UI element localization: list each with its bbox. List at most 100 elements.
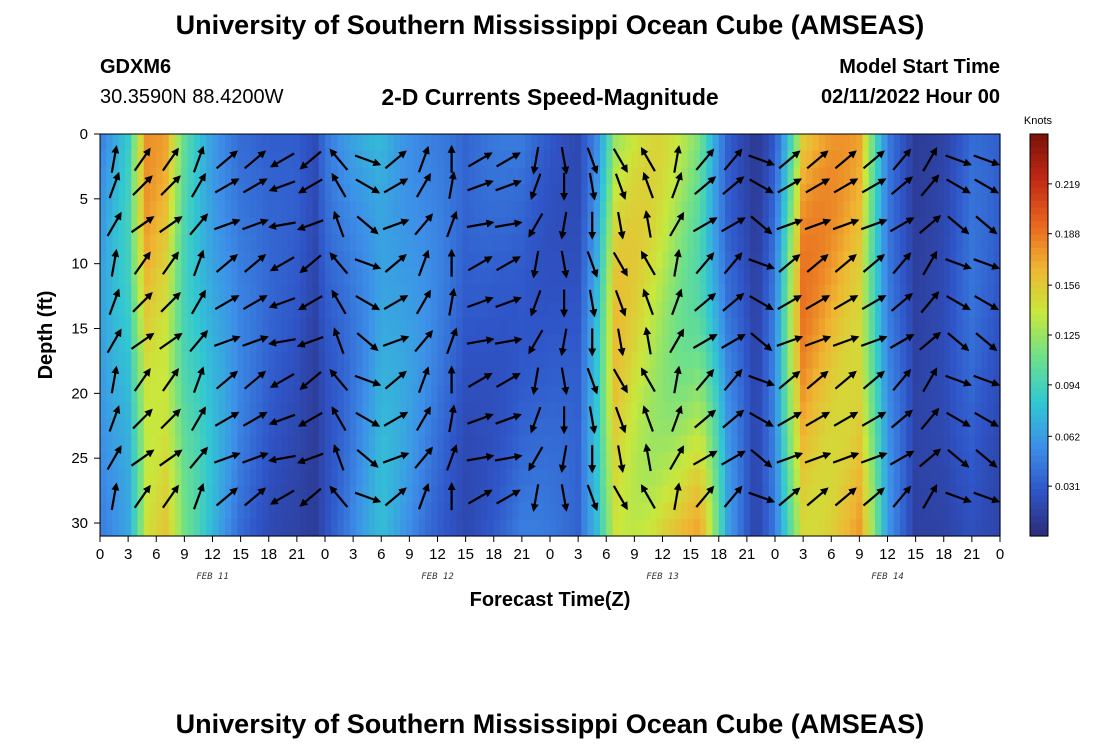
heatmap-cell — [906, 335, 914, 353]
heatmap-cell — [968, 234, 976, 252]
heatmap-cell — [593, 217, 601, 236]
heatmap-cell — [456, 217, 464, 236]
heatmap-cell — [512, 502, 520, 520]
heatmap-cell — [681, 167, 689, 185]
heatmap-cell — [656, 284, 664, 303]
heatmap-cell — [581, 469, 589, 487]
heatmap-cell — [381, 150, 389, 169]
heatmap-cell — [131, 502, 139, 520]
heatmap-cell — [625, 385, 632, 403]
heatmap-cell — [756, 184, 764, 202]
heatmap-cell — [481, 318, 489, 336]
heatmap-cell — [437, 418, 445, 437]
heatmap-cell — [375, 402, 382, 420]
heatmap-cell — [612, 201, 620, 219]
heatmap-cell — [200, 184, 207, 202]
current-vectors — [106, 144, 1001, 512]
heatmap-cell — [881, 301, 889, 319]
heatmap-cell — [743, 301, 751, 319]
heatmap-cell — [368, 167, 376, 185]
heatmap-cell — [975, 469, 982, 487]
heatmap-cell — [768, 418, 776, 437]
heatmap-cell — [975, 217, 982, 236]
heatmap-cell — [987, 418, 995, 437]
heatmap-cell — [287, 502, 295, 520]
heatmap-cell — [137, 301, 145, 319]
heatmap-cell — [518, 385, 526, 403]
heatmap-cell — [500, 335, 507, 353]
heatmap-cell — [843, 284, 851, 303]
heatmap-cell — [468, 301, 476, 319]
current-vector-arrow — [446, 210, 458, 238]
heatmap-cell — [375, 134, 382, 152]
heatmap-cell — [831, 301, 839, 319]
heatmap-cell — [518, 368, 526, 386]
heatmap-cell — [668, 502, 676, 520]
heatmap-cell — [775, 469, 782, 487]
heatmap-cell — [656, 452, 664, 470]
heatmap-cell — [318, 385, 326, 403]
colorbar-swatch — [1030, 134, 1048, 142]
heatmap-cell — [687, 469, 695, 487]
heatmap-cell — [537, 435, 545, 453]
heatmap-cell — [806, 418, 814, 437]
heatmap-cell — [550, 385, 557, 403]
heatmap-cell — [318, 452, 326, 470]
current-vector-arrow — [890, 176, 914, 196]
heatmap-cell — [900, 385, 907, 403]
heatmap-cell — [356, 418, 364, 437]
heatmap-cell — [818, 469, 826, 487]
heatmap-cell — [493, 502, 501, 520]
heatmap-cell — [868, 301, 876, 319]
heatmap-cell — [662, 368, 670, 386]
heatmap-cell — [737, 284, 745, 303]
heatmap-cell — [631, 201, 639, 219]
heatmap-cell — [868, 418, 876, 437]
heatmap-cell — [675, 335, 682, 353]
heatmap-cell — [781, 502, 789, 520]
heatmap-cell — [843, 519, 851, 537]
heatmap-cell — [293, 234, 301, 252]
heatmap-cell — [912, 402, 920, 420]
heatmap-cell — [537, 402, 545, 420]
heatmap-cell — [475, 217, 482, 236]
heatmap-cell — [800, 519, 807, 537]
heatmap-cell — [550, 402, 557, 420]
heatmap-cell — [681, 234, 689, 252]
heatmap-cell — [512, 385, 520, 403]
heatmap-cell — [937, 485, 945, 504]
heatmap-cell — [712, 452, 720, 470]
heatmap-cell — [656, 385, 664, 403]
heatmap-cell — [400, 301, 407, 319]
heatmap-cell — [837, 402, 845, 420]
heatmap-cell — [593, 435, 601, 453]
x-tick-label: 18 — [935, 546, 952, 563]
current-vector-arrow — [159, 332, 183, 350]
heatmap-cell — [312, 452, 320, 470]
heatmap-cell — [462, 134, 470, 152]
heatmap-cell — [525, 485, 532, 504]
heatmap-cell — [625, 217, 632, 236]
heatmap-cell — [868, 217, 876, 236]
heatmap-cell — [850, 418, 857, 437]
heatmap-cell — [256, 318, 264, 336]
heatmap-cell — [937, 301, 945, 319]
heatmap-cell — [493, 284, 501, 303]
heatmap-cell — [281, 301, 289, 319]
heatmap-cell — [575, 418, 582, 437]
heatmap-cell — [150, 402, 157, 420]
heatmap-cell — [962, 502, 970, 520]
heatmap-cell — [437, 485, 445, 504]
heatmap-cell — [156, 385, 164, 403]
heatmap-cell — [100, 234, 107, 252]
heatmap-cell — [706, 268, 714, 286]
colorbar-swatch — [1030, 167, 1048, 175]
heatmap-cell — [900, 284, 907, 303]
heatmap-cell — [831, 201, 839, 219]
heatmap-cell — [537, 301, 545, 319]
colorbar-swatch — [1030, 308, 1048, 316]
heatmap-cell — [231, 150, 239, 169]
heatmap-cell — [218, 402, 226, 420]
colorbar-swatch — [1030, 368, 1048, 376]
heatmap-cell — [543, 251, 551, 269]
